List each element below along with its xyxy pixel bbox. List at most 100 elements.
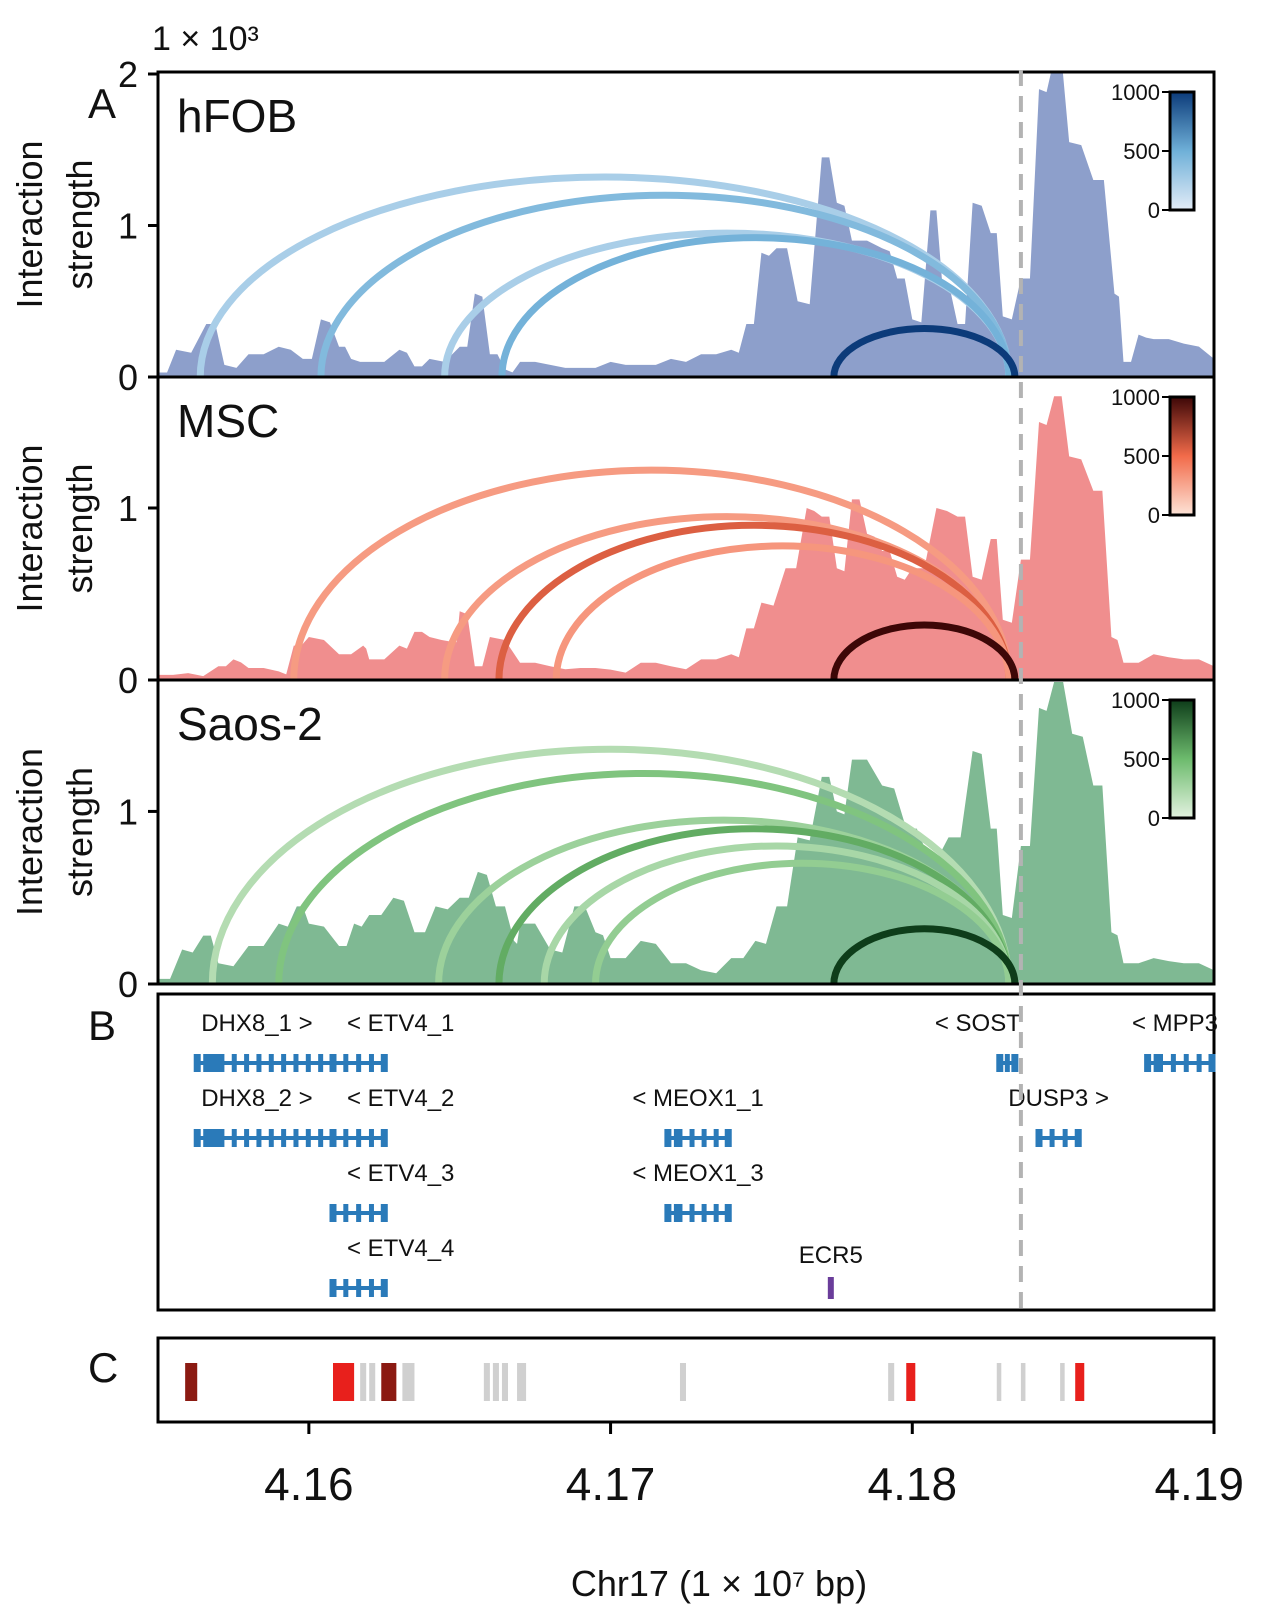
exon xyxy=(380,1204,388,1222)
gene-model: < ETV4_2 xyxy=(329,1085,454,1147)
colorbar-tick-label: 500 xyxy=(1123,139,1160,164)
exon xyxy=(380,1054,388,1072)
feature-bar xyxy=(402,1363,415,1401)
exon xyxy=(1062,1129,1068,1147)
exon xyxy=(256,1129,262,1147)
exon xyxy=(244,1129,250,1147)
exon xyxy=(1074,1129,1082,1147)
gene-label: < ETV4_3 xyxy=(347,1160,454,1187)
interaction-arc xyxy=(317,192,1013,377)
feature-bar xyxy=(381,1363,397,1401)
exon xyxy=(368,1054,374,1072)
ecr5-label: ECR5 xyxy=(799,1242,863,1269)
gene-model: < MEOX1_3 xyxy=(632,1160,764,1222)
exon xyxy=(724,1129,732,1147)
y-tick-label: 1 xyxy=(118,488,138,529)
gene-model: < ETV4_1 xyxy=(329,1010,454,1072)
interaction-arc xyxy=(830,925,1019,984)
feature-bar xyxy=(1020,1363,1026,1401)
exon xyxy=(329,1279,337,1297)
interaction-arc xyxy=(498,234,1013,377)
exon xyxy=(256,1054,262,1072)
exon xyxy=(689,1129,695,1147)
ecr5-mark xyxy=(827,1277,834,1299)
track-saos-2: Saos-2 0 1 Interaction strength 1000 500 0 xyxy=(9,678,1216,1005)
x-tick-label: 4.16 xyxy=(264,1458,354,1510)
y-tick-label: 2 xyxy=(118,54,138,95)
gene-label: DHX8_2 > xyxy=(201,1085,312,1112)
gene-model: < MEOX1_1 xyxy=(632,1085,764,1147)
colorbar-tick-label: 0 xyxy=(1148,198,1160,223)
gene-label: < MPP3 xyxy=(1132,1010,1218,1037)
track-title: MSC xyxy=(177,395,279,447)
interaction-arc xyxy=(495,522,1013,680)
interaction-arc xyxy=(552,543,1013,680)
exon xyxy=(343,1054,349,1072)
exon xyxy=(356,1204,362,1222)
feature-bar xyxy=(492,1363,499,1401)
exon xyxy=(368,1129,374,1147)
exon xyxy=(193,1129,201,1147)
track-title: hFOB xyxy=(177,90,297,142)
gene-model: DHX8_2 > xyxy=(193,1085,337,1147)
exon xyxy=(380,1279,388,1297)
exon xyxy=(368,1204,374,1222)
x-axis: 4.16 4.17 4.18 4.19 xyxy=(264,1422,1244,1510)
exon xyxy=(244,1054,250,1072)
exon xyxy=(219,1129,225,1147)
interaction-arc xyxy=(591,860,1013,984)
panel-letter-c: C xyxy=(88,1344,118,1391)
exon xyxy=(268,1129,274,1147)
exon xyxy=(1049,1129,1055,1147)
gene-label: < SOST xyxy=(935,1010,1021,1037)
x-tick-label: 4.19 xyxy=(1154,1458,1244,1510)
exon xyxy=(1153,1054,1162,1072)
exon xyxy=(343,1129,349,1147)
gene-label: < ETV4_4 xyxy=(347,1235,454,1262)
y-tick-label: 0 xyxy=(118,660,138,701)
feature-bar xyxy=(185,1363,198,1401)
interaction-arc xyxy=(208,746,1013,984)
colorbar xyxy=(1168,698,1196,820)
exon xyxy=(713,1204,719,1222)
exon xyxy=(673,1129,682,1147)
gene-model: < ETV4_3 xyxy=(329,1160,454,1222)
exon xyxy=(343,1279,349,1297)
feature-bar xyxy=(360,1363,367,1401)
gene-label: < ETV4_2 xyxy=(347,1085,454,1112)
exon xyxy=(219,1054,225,1072)
y-tick-label: 0 xyxy=(118,357,138,398)
y-multiplier-label: 1 × 10³ xyxy=(152,20,259,58)
feature-bar xyxy=(501,1363,508,1401)
gene-label: DUSP3 > xyxy=(1008,1085,1109,1112)
y-axis-label: Interaction xyxy=(9,748,50,916)
y-tick-label: 1 xyxy=(118,791,138,832)
exon xyxy=(356,1129,362,1147)
exon xyxy=(329,1204,337,1222)
y-tick-label: 1 xyxy=(118,206,138,247)
exon xyxy=(664,1129,672,1147)
feature-bar xyxy=(1075,1363,1085,1401)
exon xyxy=(701,1129,707,1147)
exon xyxy=(689,1204,695,1222)
feature-bar xyxy=(517,1363,527,1401)
y-axis-label: Interaction xyxy=(9,444,50,612)
gene-label: DHX8_1 > xyxy=(201,1010,312,1037)
gene-model: < MPP3 xyxy=(1132,1010,1218,1072)
gene-model: DUSP3 > xyxy=(1008,1085,1109,1147)
exon xyxy=(673,1204,682,1222)
exon xyxy=(1144,1054,1152,1072)
colorbar-tick-label: 1000 xyxy=(1111,688,1160,713)
exon xyxy=(1035,1129,1043,1147)
interaction-arc xyxy=(830,325,1019,377)
coverage-area xyxy=(158,396,1214,680)
gene-label: < MEOX1_3 xyxy=(632,1160,763,1187)
interaction-arc xyxy=(275,770,1013,984)
panel-c-feature-track xyxy=(156,1336,1216,1424)
x-tick-label: 4.17 xyxy=(566,1458,656,1510)
exon xyxy=(305,1129,311,1147)
feature-bar xyxy=(332,1363,355,1401)
feature-bar xyxy=(996,1363,1002,1401)
colorbar xyxy=(1168,395,1196,517)
